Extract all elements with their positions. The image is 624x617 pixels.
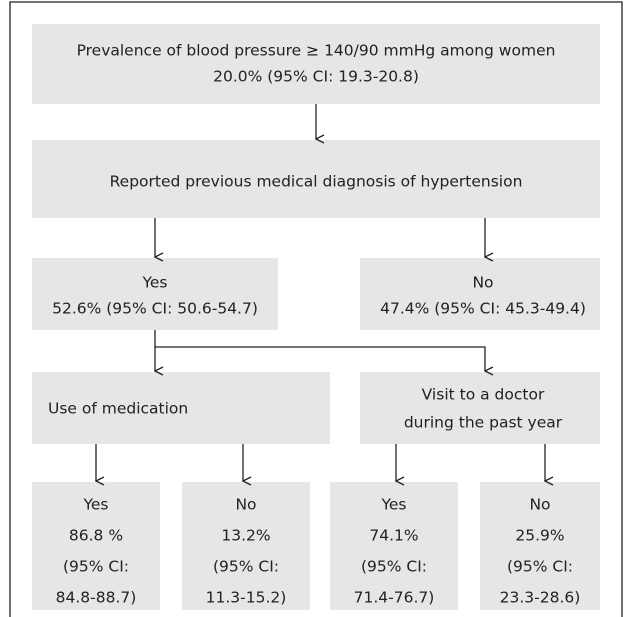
node-text: (95% CI:	[361, 558, 427, 576]
node-box	[32, 24, 600, 104]
node-text: 84.8-88.7)	[56, 589, 137, 607]
node-text: Use of medication	[48, 400, 188, 418]
node-box	[360, 372, 600, 444]
node-text: 86.8 %	[69, 527, 123, 545]
node-text: Yes	[380, 496, 406, 514]
node-box	[32, 482, 160, 610]
node-text: 47.4% (95% CI: 45.3-49.4)	[380, 300, 586, 318]
node-text: 20.0% (95% CI: 19.3-20.8)	[213, 68, 419, 86]
node-text: 52.6% (95% CI: 50.6-54.7)	[52, 300, 258, 318]
node-box	[32, 258, 278, 330]
node-box	[32, 140, 600, 218]
node-text: Prevalence of blood pressure ≥ 140/90 mm…	[77, 42, 556, 60]
node-text: 13.2%	[221, 527, 270, 545]
node-text: 25.9%	[515, 527, 564, 545]
node-text: Yes	[141, 274, 167, 292]
node-text: No	[235, 496, 256, 514]
arrow	[155, 346, 485, 371]
frame	[9, 1, 623, 617]
node-text: 74.1%	[369, 527, 418, 545]
node-text: (95% CI:	[507, 558, 573, 576]
node-text: 23.3-28.6)	[500, 589, 581, 607]
node-text: Reported previous medical diagnosis of h…	[110, 173, 523, 191]
node-text: (95% CI:	[213, 558, 279, 576]
leaf-texts: Yes 86.8 % (95% CI: 84.8-88.7) No 13.2% (95% C…	[56, 496, 581, 607]
node-box	[360, 258, 600, 330]
node-text: Yes	[82, 496, 108, 514]
node-text: Visit to a doctor	[422, 386, 545, 404]
node-text: 11.3-15.2)	[206, 589, 287, 607]
node-text: (95% CI:	[63, 558, 129, 576]
node-text: 71.4-76.7)	[354, 589, 435, 607]
node-text: No	[472, 274, 493, 292]
node-box	[32, 372, 330, 444]
node-box	[330, 482, 458, 610]
node-box	[182, 482, 310, 610]
node-text: No	[529, 496, 550, 514]
node-text: during the past year	[404, 414, 563, 432]
node-box	[480, 482, 600, 610]
